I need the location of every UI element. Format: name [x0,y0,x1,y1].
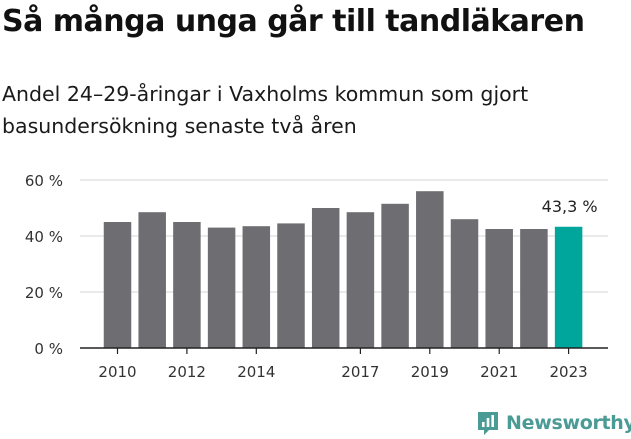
x-tick-label: 2023 [550,363,588,381]
x-tick-label: 2014 [237,363,275,381]
x-tick-label: 2019 [411,363,449,381]
y-tick-label: 0 % [34,340,63,358]
bar [311,208,340,348]
chart-subtitle: Andel 24–29-åringar i Vaxholms kommun so… [2,82,529,138]
x-tick-label: 2012 [168,363,206,381]
bar [485,229,513,348]
x-tick-label: 2021 [480,363,518,381]
newsworthy-logo: Newsworthy [476,409,631,437]
bar [416,191,444,348]
bar [520,229,548,348]
highlight-bar [554,226,583,348]
highlight-value-label: 43,3 % [542,197,598,216]
chart-title: Så många unga går till tandläkaren [2,4,585,39]
x-tick-label: 2010 [98,363,136,381]
bar [381,203,409,348]
newsworthy-chart-icon [478,412,498,435]
bar [346,212,375,348]
bar-chart: 0 % 20 % 40 % 60 % 2010 2012 2014 2017 2019 2021 2… [25,172,608,381]
logo-text: Newsworthy [506,412,631,434]
bar [450,219,479,348]
x-tick-label: 2017 [341,363,379,381]
bar [103,222,132,348]
bar [277,223,305,348]
bar [207,227,236,348]
y-tick-label: 20 % [25,284,63,302]
y-tick-label: 60 % [25,172,63,190]
bar [242,226,271,348]
y-tick-label: 40 % [25,228,63,246]
bar [138,212,166,348]
bar [173,222,201,348]
